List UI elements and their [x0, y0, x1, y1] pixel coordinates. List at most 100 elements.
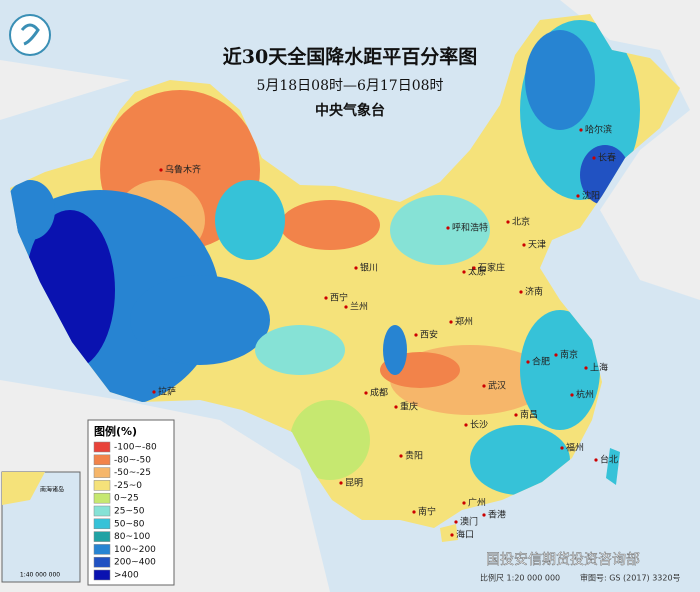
subtitle: 5月18日08时—6月17日08时: [256, 78, 443, 94]
city-label: 西安: [420, 329, 438, 341]
city-dot: [592, 156, 596, 160]
city-dot: [464, 423, 468, 427]
legend-label: -100~-80: [114, 443, 157, 453]
city-label: 北京: [512, 216, 530, 228]
scale: 比例尺 1:20 000 000: [480, 573, 560, 583]
city-dot: [482, 384, 486, 388]
inset-label: 南海诸岛: [40, 486, 64, 494]
city-label: 香港: [488, 509, 506, 521]
city-label: 济南: [525, 286, 543, 298]
inset: 南海诸岛 1:40 000 000: [1, 471, 81, 583]
city-label: 重庆: [400, 401, 418, 413]
city-label: 福州: [566, 442, 584, 454]
city-label: 上海: [590, 362, 608, 374]
city-label: 南宁: [418, 506, 436, 518]
city-dot: [506, 220, 510, 224]
city-dot: [584, 366, 588, 370]
city-dot: [560, 446, 564, 450]
city-dot: [399, 454, 403, 458]
city-dot: [412, 510, 416, 514]
city-label: 天津: [528, 240, 546, 251]
legend-label: 80~100: [114, 532, 150, 542]
city-label: 长春: [598, 152, 616, 164]
city-label: 哈尔滨: [585, 124, 612, 136]
city-dot: [450, 533, 454, 537]
logo: [9, 14, 51, 56]
legend-swatch: [93, 505, 111, 517]
city-label: 贵阳: [405, 450, 423, 462]
city-dot: [324, 296, 328, 300]
city-label: 合肥: [532, 356, 550, 368]
city-dot: [462, 501, 466, 505]
logo-mark: [20, 23, 40, 46]
city-label: 拉萨: [158, 386, 176, 398]
city-label: 昆明: [345, 478, 363, 489]
city-dot: [414, 333, 418, 337]
city-label: 石家庄: [478, 262, 505, 274]
city-label: 兰州: [350, 301, 368, 313]
city-label: 澳门: [460, 516, 478, 528]
legend-label: 25~50: [114, 507, 145, 517]
city-dot: [446, 226, 450, 230]
city-dot: [522, 243, 526, 247]
legend-swatch: [93, 467, 111, 478]
legend-swatch: [93, 518, 111, 530]
city-dot: [526, 360, 530, 364]
city-dot: [394, 405, 398, 409]
legend-label: -50~-25: [114, 468, 151, 478]
city-label: 乌鲁木齐: [165, 164, 201, 176]
city-dot: [364, 391, 368, 395]
city-dot: [472, 266, 476, 270]
city-label: 海口: [456, 529, 474, 541]
watermark: 国投安信期货投资咨询部: [486, 551, 640, 568]
city-dot: [339, 481, 343, 485]
city-label: 武汉: [488, 380, 506, 392]
city-dot: [519, 290, 523, 294]
city-dot: [454, 520, 458, 524]
inset-land: [2, 472, 45, 505]
city-dot: [159, 168, 163, 172]
city-dot: [462, 270, 466, 274]
neighbor-land: [0, 60, 330, 592]
city-label: 南京: [560, 349, 578, 361]
legend-label: >400: [114, 571, 139, 581]
legend-swatch: [93, 569, 111, 581]
city-dot: [482, 513, 486, 517]
city-dot: [344, 305, 348, 309]
legend-label: 0~25: [114, 494, 139, 504]
legend: 图例(%) -100~-80 -80~-50 -50~-25 -25~0 0~25 25~…: [87, 419, 175, 586]
city-label: 南昌: [520, 409, 538, 421]
city-label: 西宁: [330, 292, 348, 304]
city-label: 成都: [370, 387, 388, 399]
title: 近30天全国降水距平百分率图: [223, 45, 477, 68]
legend-label: 200~400: [114, 558, 156, 568]
city-label: 呼和浩特: [452, 222, 488, 234]
legend-swatch: [93, 480, 111, 491]
legend-swatch: [93, 556, 111, 568]
city-dot: [514, 413, 518, 417]
city-label: 长沙: [470, 419, 488, 431]
legend-label: -25~0: [114, 481, 142, 491]
city-label: 台北: [600, 454, 618, 466]
city-dot: [570, 393, 574, 397]
city-dot: [152, 390, 156, 394]
inset-scale: 1:40 000 000: [20, 572, 60, 579]
city-label: 广州: [468, 497, 486, 509]
legend-swatch: [93, 441, 111, 453]
city-label: 杭州: [576, 389, 594, 401]
city-dot: [594, 458, 598, 462]
legend-label: 50~80: [114, 519, 145, 529]
legend-label: -80~-50: [114, 455, 151, 465]
legend-swatch: [93, 454, 111, 466]
review-number: 审图号: GS (2017) 3320号: [580, 573, 681, 583]
neighbor-land: [560, 0, 700, 300]
hainan: [440, 524, 458, 542]
legend-title: 图例(%): [94, 424, 137, 438]
city-label: 银川: [360, 262, 378, 274]
city-label: 郑州: [455, 316, 473, 328]
taiwan: [606, 448, 620, 485]
city-dot: [354, 266, 358, 270]
city-label: 沈阳: [582, 190, 600, 202]
